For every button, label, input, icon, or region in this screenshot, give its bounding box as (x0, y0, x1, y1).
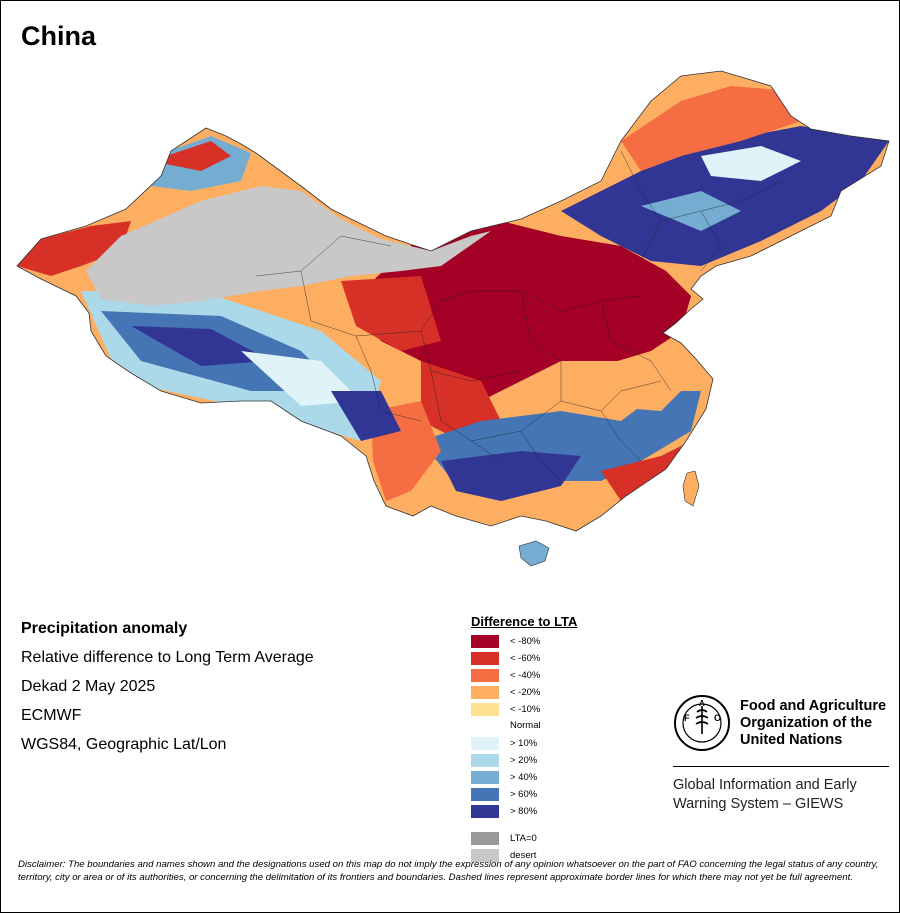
legend-item: < -80% (471, 633, 577, 650)
legend-swatch-desert (471, 849, 499, 862)
legend-swatch (471, 754, 499, 767)
legend-swatch (471, 686, 499, 699)
taiwan-island (682, 470, 700, 507)
legend-item: < -20% (471, 684, 577, 701)
legend-item: > 60% (471, 786, 577, 803)
info-period: Dekad 2 May 2025 (21, 678, 156, 695)
legend-item: > 80% (471, 803, 577, 820)
legend-swatch (471, 737, 499, 750)
info-projection: WGS84, Geographic Lat/Lon (21, 736, 227, 753)
province-boundaries (255, 150, 782, 482)
fao-name-line3: United Nations (740, 732, 843, 748)
legend-swatch (471, 703, 499, 716)
legend-item-lta-zero: LTA=0 (471, 830, 577, 847)
fao-name-line2: Organization of the (740, 715, 873, 731)
disclaimer: Disclaimer: The boundaries and names sho… (18, 859, 879, 883)
legend-label: < -80% (510, 636, 541, 647)
anomaly-field (17, 71, 889, 531)
fao-name: Food and Agriculture Organization of the… (740, 698, 886, 749)
legend-label: < -20% (510, 687, 541, 698)
legend-label: > 60% (510, 789, 538, 800)
legend-label-desert: desert (510, 850, 537, 861)
hainan-island (518, 540, 550, 567)
legend-label: < -40% (510, 670, 541, 681)
legend-item: > 10% (471, 735, 577, 752)
giews-line2: Warning System – GIEWS (673, 796, 844, 812)
legend-item: < -10% (471, 701, 577, 718)
legend-label: > 80% (510, 806, 538, 817)
legend-swatch (471, 788, 499, 801)
logo-letter-o: O (714, 713, 721, 723)
legend-label: > 10% (510, 738, 538, 749)
logo-letter-a: A (699, 699, 705, 708)
legend-swatch (471, 771, 499, 784)
legend-item-desert: desert (471, 847, 577, 864)
legend-item: Normal (471, 718, 577, 735)
logo-letter-f: F (684, 713, 690, 723)
giews-line1: Global Information and Early (673, 777, 857, 793)
legend-label: > 20% (510, 755, 538, 766)
legend-swatch (471, 805, 499, 818)
info-source: ECMWF (21, 707, 82, 724)
divider (673, 766, 889, 767)
legend-items: < -80% < -60% < -40% < -20% < -10% Normal > 10… (471, 633, 577, 820)
legend-swatch (471, 635, 499, 648)
legend-swatch (471, 669, 499, 682)
legend-item: < -40% (471, 667, 577, 684)
fao-logo-icon: F O A (674, 695, 730, 751)
legend-swatch-lta-zero (471, 832, 499, 845)
legend: Difference to LTA < -80% < -60% < -40% < -2… (471, 614, 577, 864)
fao-name-line1: Food and Agriculture (740, 698, 887, 714)
precipitation-map (16, 70, 890, 567)
map-info: Precipitation anomaly Relative differenc… (21, 620, 314, 765)
legend-item: < -60% (471, 650, 577, 667)
giews-name: Global Information and Early Warning Sys… (673, 776, 857, 814)
legend-label: > 40% (510, 772, 538, 783)
legend-item: > 20% (471, 752, 577, 769)
legend-label: < -60% (510, 653, 541, 664)
legend-label: Normal (510, 720, 541, 731)
info-description: Relative difference to Long Term Average (21, 649, 314, 666)
legend-item: > 40% (471, 769, 577, 786)
legend-swatch (471, 652, 499, 665)
info-heading: Precipitation anomaly (21, 620, 188, 637)
map-title: China (21, 21, 97, 51)
legend-title: Difference to LTA (471, 614, 578, 629)
legend-label-lta-zero: LTA=0 (510, 833, 537, 844)
legend-label: < -10% (510, 704, 541, 715)
